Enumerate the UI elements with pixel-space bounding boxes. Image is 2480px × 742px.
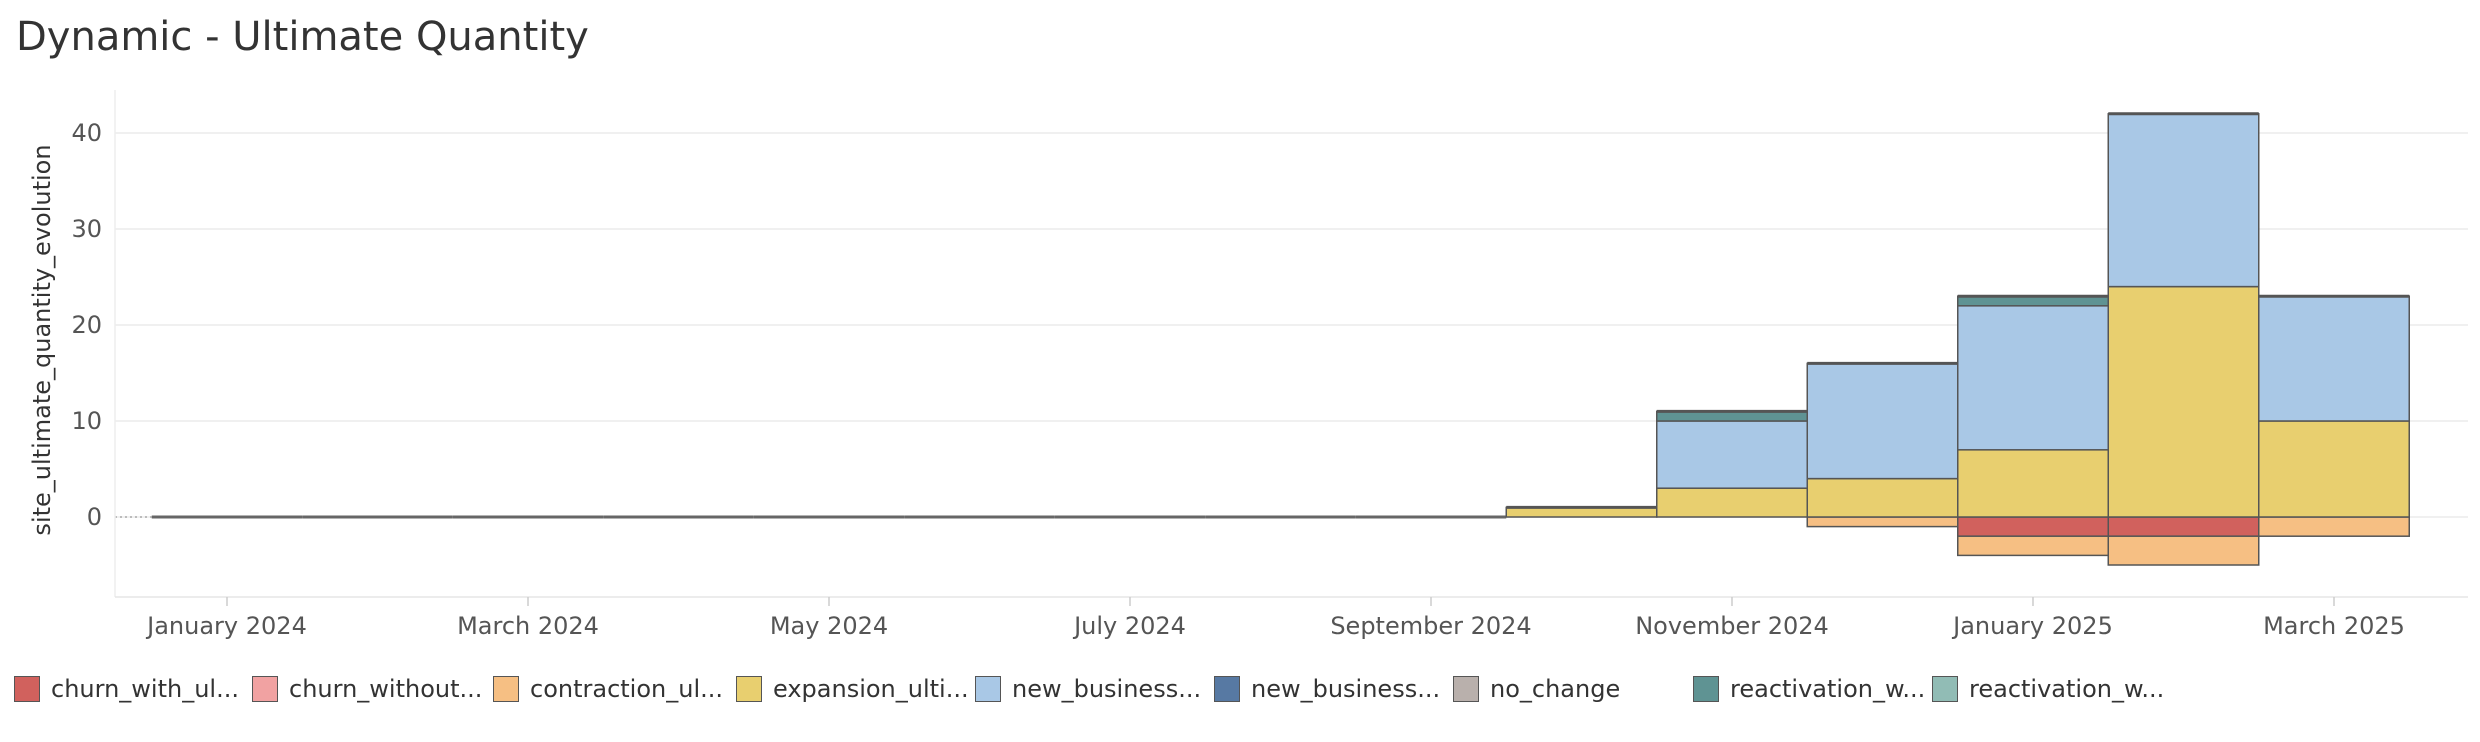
legend-label: expansion_ulti... [773, 675, 969, 703]
legend-swatch [252, 676, 278, 702]
x-tick-label: March 2024 [457, 612, 599, 640]
legend-item[interactable]: contraction_ul... [493, 672, 723, 706]
legend-label: new_business... [1012, 675, 1202, 703]
chart-title: Dynamic - Ultimate Quantity [16, 14, 589, 60]
bar-segment [2107, 113, 2260, 288]
bar-segment [1957, 516, 2109, 537]
legend-item[interactable]: new_business... [975, 672, 1201, 706]
legend-item[interactable]: new_business... [1214, 672, 1440, 706]
bar-segment [1957, 305, 2109, 451]
legend-item[interactable]: churn_with_ul... [14, 672, 239, 706]
legend-swatch [1932, 676, 1958, 702]
chart-plot: 0 10 20 30 40 January 2024 March 2024 May 2024 J… [28, 90, 2468, 640]
legend: churn_with_ul... churn_without... contract… [14, 672, 2474, 706]
legend-swatch [493, 676, 519, 702]
bar-segment [2107, 535, 2260, 566]
bar-segment [2258, 295, 2410, 422]
bars [151, 112, 2410, 566]
legend-swatch [736, 676, 762, 702]
legend-swatch [1214, 676, 1240, 702]
y-tick-label: 40 [71, 119, 102, 147]
bar-segment [2107, 285, 2260, 518]
bar-segment [1656, 487, 1808, 518]
bar-segment [1806, 516, 1959, 528]
legend-item[interactable]: no_change [1453, 672, 1620, 706]
axes: 0 10 20 30 40 January 2024 March 2024 May 2024 J… [71, 90, 2468, 640]
legend-label: new_business... [1251, 675, 1441, 703]
legend-swatch [975, 676, 1001, 702]
legend-item[interactable]: churn_without... [252, 672, 482, 706]
legend-label: reactivation_w... [1730, 675, 1926, 703]
y-tick-label: 30 [71, 215, 102, 243]
x-tick-label: January 2024 [145, 612, 307, 640]
bar-segment [1957, 449, 2109, 518]
legend-item[interactable]: reactivation_w... [1693, 672, 1925, 706]
legend-swatch [1693, 676, 1719, 702]
x-tick-label: July 2024 [1072, 612, 1186, 640]
y-tick-label: 0 [87, 503, 102, 531]
x-tick-label: September 2024 [1330, 612, 1531, 640]
y-tick-label: 20 [71, 311, 102, 339]
bar-segment [2107, 516, 2260, 537]
legend-swatch [14, 676, 40, 702]
y-axis-label: site_ultimate_quantity_evolution [28, 144, 56, 535]
legend-item[interactable]: expansion_ulti... [736, 672, 969, 706]
bar-segment [1957, 535, 2109, 557]
bar-segment [2258, 516, 2410, 537]
x-tick-label: November 2024 [1635, 612, 1829, 640]
legend-swatch [1453, 676, 1479, 702]
x-tick-label: January 2025 [1951, 612, 2113, 640]
legend-label: contraction_ul... [530, 675, 724, 703]
bar-segment [1806, 477, 1959, 518]
bar-segment [1806, 362, 1959, 480]
y-tick-label: 10 [71, 407, 102, 435]
legend-item[interactable]: reactivation_w... [1932, 672, 2164, 706]
legend-label: churn_with_ul... [51, 675, 239, 703]
legend-label: churn_without... [289, 675, 483, 703]
bar-segment [1656, 420, 1808, 489]
legend-label: no_change [1490, 675, 1621, 703]
x-tick-label: March 2025 [2263, 612, 2405, 640]
x-tick-label: May 2024 [770, 612, 888, 640]
bar-segment [2258, 420, 2410, 518]
legend-label: reactivation_w... [1969, 675, 2165, 703]
